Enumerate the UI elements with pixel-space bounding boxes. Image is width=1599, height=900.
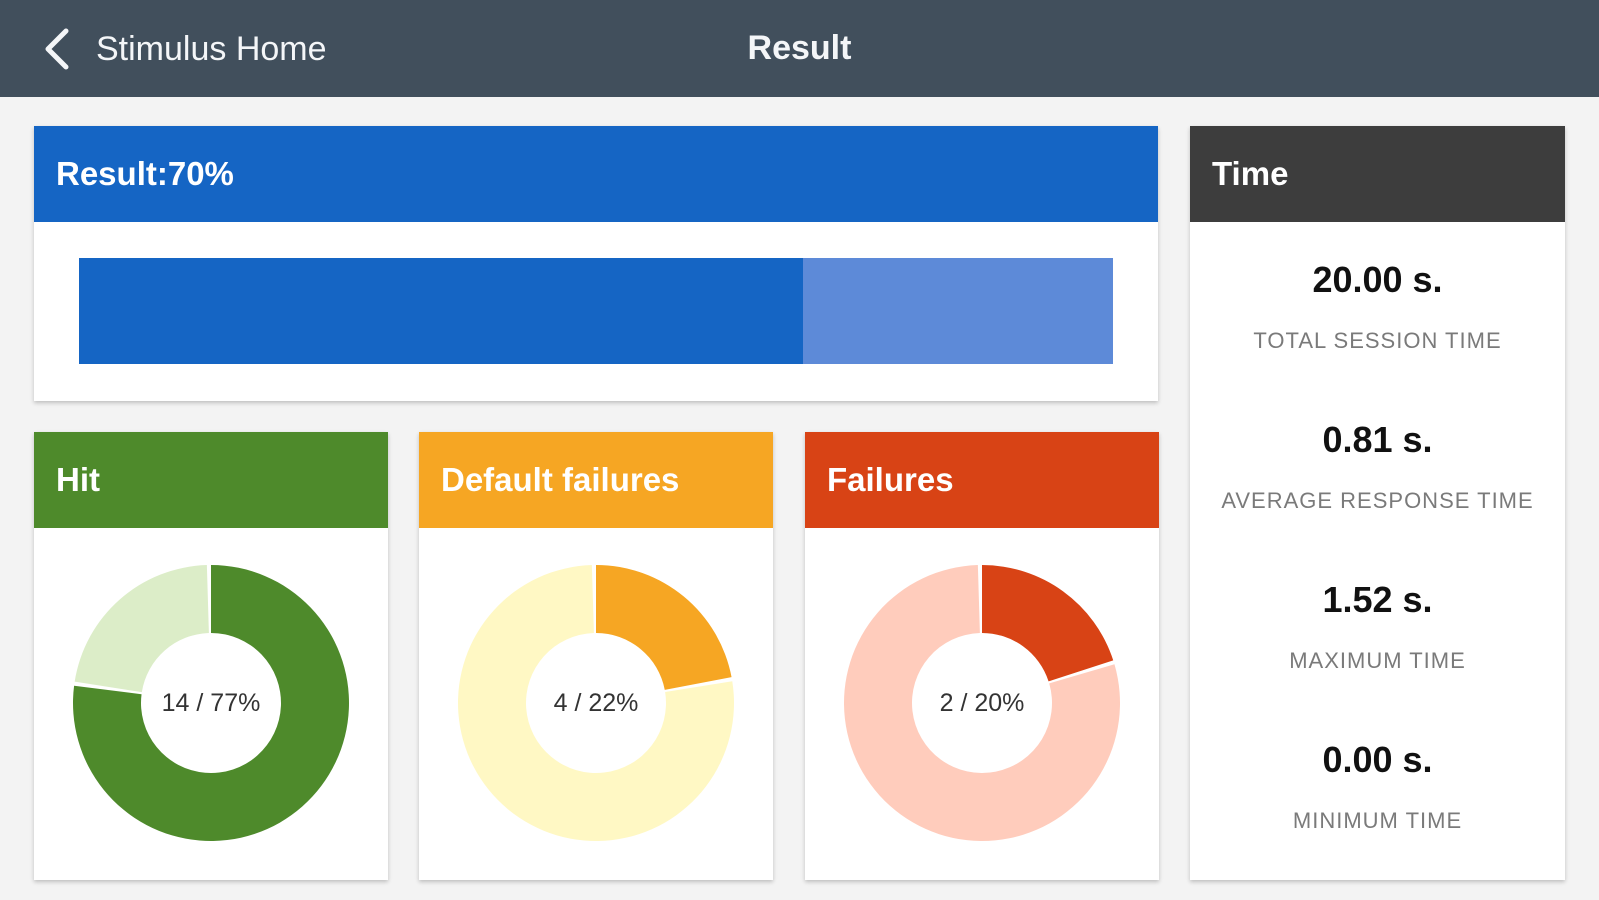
back-button[interactable]: Stimulus Home [40, 22, 327, 76]
maximum-time: 1.52 s. MAXIMUM TIME [1190, 578, 1565, 674]
hit-donut-label: 14 / 77% [161, 689, 261, 717]
average-response-time: 0.81 s. AVERAGE RESPONSE TIME [1190, 418, 1565, 514]
default-failures-card: Default failures 4 / 22% [419, 432, 773, 880]
hit-donut-chart: 14 / 77% [71, 563, 351, 843]
default-failures-donut-label: 4 / 22% [553, 689, 639, 717]
minimum-time: 0.00 s. MINIMUM TIME [1190, 738, 1565, 834]
failures-donut-track [844, 565, 1120, 841]
time-label: MINIMUM TIME [1292, 808, 1463, 833]
result-card: Result:70% [34, 126, 1158, 401]
hit-donut-track [74, 565, 209, 693]
failures-donut-chart: 2 / 20% [842, 563, 1122, 843]
default-failures-donut-segment [596, 565, 732, 690]
back-label: Stimulus Home [96, 29, 327, 68]
result-title: Result:70% [34, 126, 1158, 222]
total-session-time: 20.00 s. TOTAL SESSION TIME [1190, 258, 1565, 354]
time-card: Time 20.00 s. TOTAL SESSION TIME 0.81 s.… [1190, 126, 1565, 880]
default-failures-donut-chart: 4 / 22% [456, 563, 736, 843]
time-value: 0.00 s. [1322, 739, 1433, 780]
time-label: AVERAGE RESPONSE TIME [1221, 488, 1534, 513]
time-value: 20.00 s. [1312, 259, 1443, 300]
time-title: Time [1190, 126, 1565, 222]
time-label: MAXIMUM TIME [1289, 648, 1466, 673]
result-progress-bar [79, 258, 1113, 364]
hit-card: Hit 14 / 77% [34, 432, 388, 880]
time-value: 1.52 s. [1322, 579, 1433, 620]
failures-donut-label: 2 / 20% [939, 689, 1025, 717]
time-value: 0.81 s. [1322, 419, 1433, 460]
default-failures-title: Default failures [419, 432, 773, 528]
chevron-left-icon [45, 28, 69, 70]
failures-title: Failures [805, 432, 1159, 528]
hit-donut-segment [73, 565, 350, 841]
hit-title: Hit [34, 432, 388, 528]
failures-card: Failures 2 / 20% [805, 432, 1159, 880]
top-app-bar: Stimulus Home Result [0, 0, 1599, 97]
failures-donut-segment [982, 565, 1114, 682]
result-progress-fill [79, 258, 803, 364]
default-failures-donut-track [458, 565, 734, 841]
time-label: TOTAL SESSION TIME [1253, 328, 1502, 353]
